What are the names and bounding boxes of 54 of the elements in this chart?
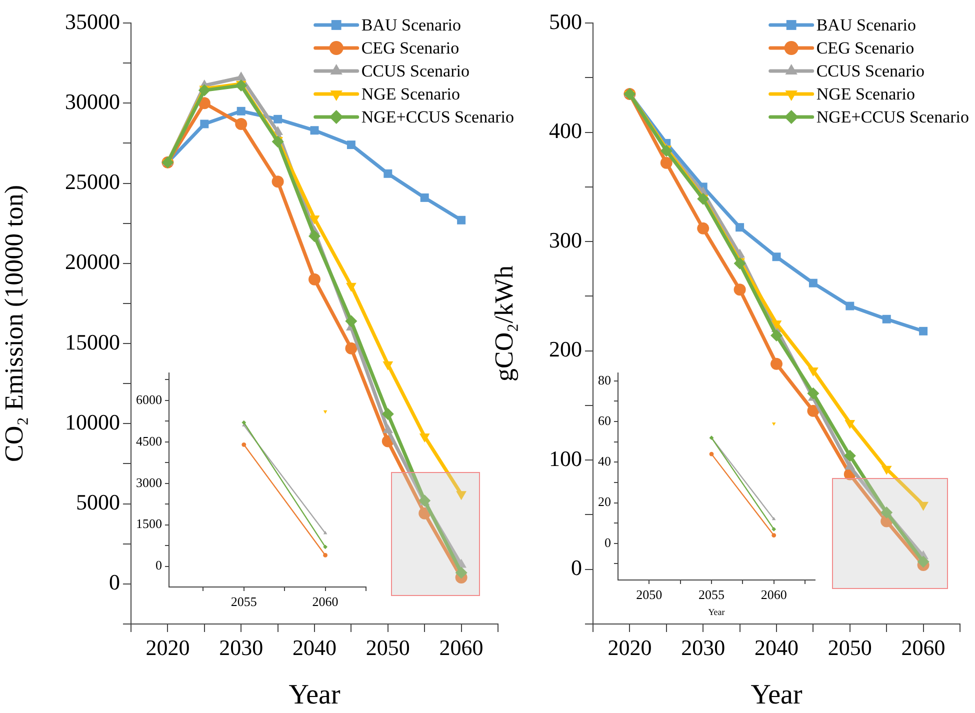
legend-label: CCUS Scenario: [816, 61, 924, 80]
y-tick-label: 80: [598, 372, 611, 388]
y-tick-label: 20000: [65, 249, 120, 274]
y-tick-label: 0: [604, 534, 611, 550]
x-tick-label: 2060: [760, 587, 787, 602]
y-tick-label: 40: [598, 454, 611, 469]
x-tick-label: 2060: [439, 634, 484, 660]
x-tick-label: 2060: [312, 594, 338, 610]
legend-label: NGE+CCUS Scenario: [816, 107, 970, 126]
x-tick-label: 2050: [366, 634, 410, 660]
x-tick-label: 2055: [698, 587, 725, 602]
y-tick-label: 0: [109, 570, 120, 595]
x-tick-label: 2030: [219, 634, 264, 660]
y-tick-label: 100: [549, 446, 582, 471]
legend-label: CEG Scenario: [361, 38, 460, 58]
x-tick-label: 2050: [828, 634, 872, 660]
y-tick-label: 35000: [65, 8, 120, 34]
y-axis-title: CO₂ Emission (10000 ton): [0, 184, 28, 462]
x-axis-title: Year: [708, 606, 725, 617]
x-tick-label: 2020: [608, 634, 652, 660]
y-tick-label: 400: [549, 118, 582, 144]
x-tick-label: 2020: [146, 634, 190, 660]
y-tick-label: 0: [571, 555, 582, 580]
x-tick-label: 2030: [681, 634, 726, 660]
y-tick-label: 20: [598, 494, 611, 510]
y-tick-label: 0: [156, 558, 162, 573]
x-tick-label: 2040: [292, 634, 336, 660]
y-tick-label: 6000: [136, 392, 162, 407]
legend-label: CCUS Scenario: [361, 61, 470, 80]
y-tick-label: 60: [598, 412, 611, 428]
x-tick-label: 2060: [901, 634, 946, 660]
y-tick-label: 300: [549, 227, 582, 252]
legend-label: BAU Scenario: [361, 15, 461, 34]
legend-label: NGE Scenario: [816, 84, 916, 104]
legend-label: NGE Scenario: [361, 84, 460, 104]
y-tick-label: 25000: [65, 169, 120, 194]
y-tick-label: 30000: [65, 88, 120, 114]
legend-label: BAU Scenario: [816, 15, 916, 34]
x-tick-label: 2040: [754, 634, 798, 660]
y-tick-label: 15000: [65, 329, 120, 354]
y-tick-label: 4500: [136, 433, 162, 448]
y-tick-label: 1500: [136, 516, 162, 532]
y-tick-label: 5000: [76, 490, 120, 515]
x-axis-title: Year: [288, 680, 341, 711]
x-tick-label: 2050: [636, 587, 662, 602]
y-tick-label: 3000: [136, 474, 162, 490]
x-tick-label: 2055: [230, 594, 257, 610]
y-tick-label: 10000: [65, 409, 120, 434]
legend-label: CEG Scenario: [816, 38, 914, 58]
y-tick-label: 200: [549, 336, 582, 362]
y-axis-title: gCO₂/kWh: [489, 266, 518, 382]
legend-label: NGE+CCUS Scenario: [361, 107, 514, 126]
y-tick-label: 500: [549, 8, 582, 34]
x-axis-title: Year: [750, 680, 803, 711]
